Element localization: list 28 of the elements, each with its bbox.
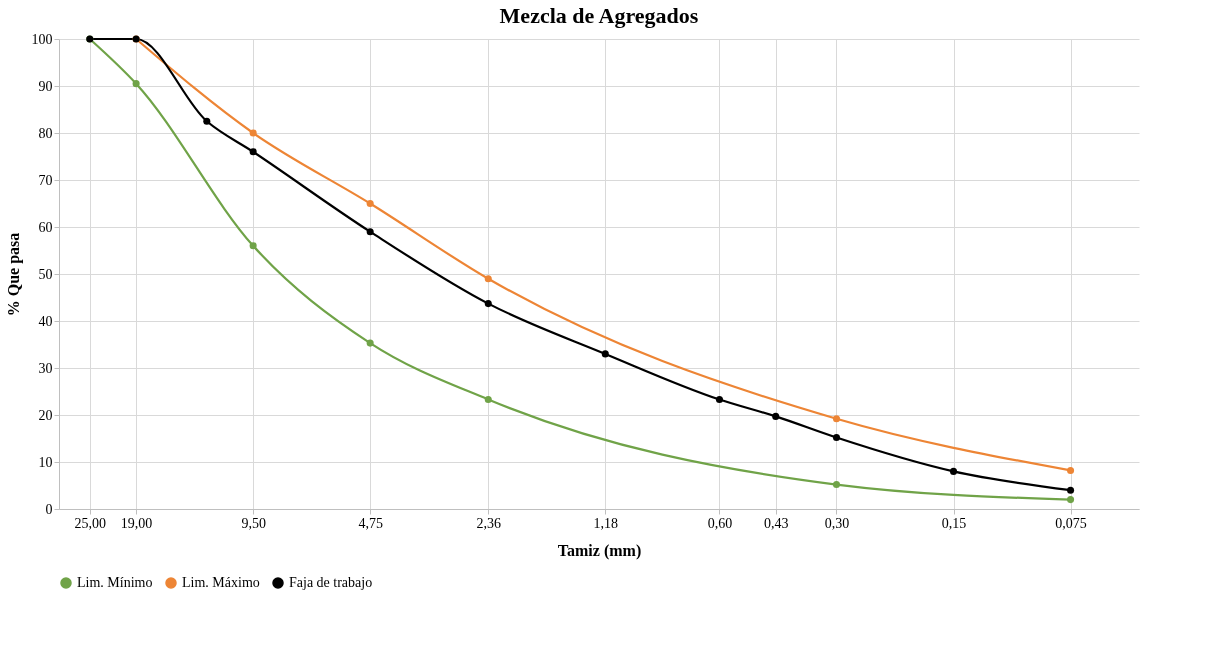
- y-tick-label: 80: [38, 125, 53, 141]
- x-tick-label: 9,50: [241, 515, 266, 531]
- x-axis-title: Tamiz (mm): [557, 541, 642, 560]
- y-tick-label: 10: [38, 454, 53, 470]
- x-tick-label: 4,75: [358, 515, 383, 531]
- y-axis-title: % Que pasa: [4, 232, 23, 317]
- x-tick-label: 19,00: [120, 515, 153, 531]
- x-tick-label: 0,60: [707, 515, 733, 531]
- y-tick-label: 70: [38, 172, 53, 188]
- legend-label: Lim. Mínimo: [77, 575, 153, 590]
- y-tick-label: 30: [38, 360, 53, 376]
- x-tick-label: 1,18: [593, 515, 619, 531]
- y-tick-label: 20: [38, 407, 53, 423]
- y-tick-label: 60: [38, 219, 53, 235]
- y-tick-label: 40: [38, 313, 53, 329]
- y-tick-label: 50: [38, 266, 53, 282]
- x-tick-label: 2,36: [476, 515, 502, 531]
- y-tick-label: 100: [31, 31, 53, 47]
- chart-title: Mezcla de Agregados: [499, 3, 699, 28]
- x-tick-label: 25,00: [74, 515, 107, 531]
- x-tick-label: 0,075: [1055, 515, 1087, 531]
- y-tick-label: 0: [45, 501, 53, 517]
- x-tick-label: 0,30: [824, 515, 850, 531]
- legend-label: Lim. Máximo: [182, 575, 260, 590]
- x-tick-label: 0,43: [763, 515, 789, 531]
- y-tick-label: 90: [38, 78, 53, 94]
- x-tick-label: 0,15: [941, 515, 967, 531]
- legend-label: Faja de trabajo: [289, 575, 373, 590]
